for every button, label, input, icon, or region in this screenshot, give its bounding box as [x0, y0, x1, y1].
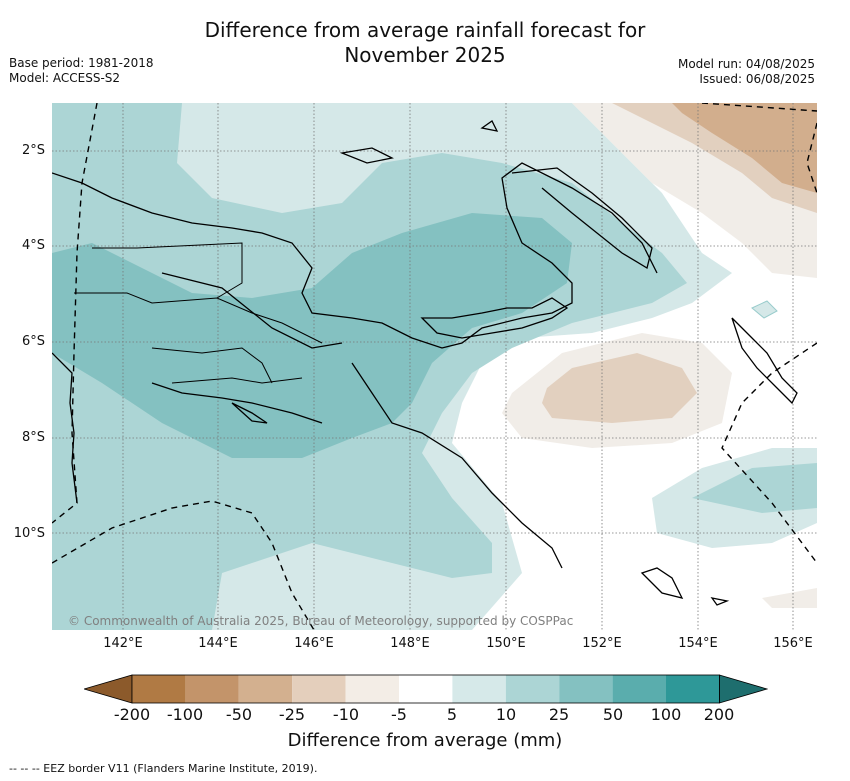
eez-border: [52, 103, 817, 630]
base-period: Base period: 1981-2018: [9, 56, 154, 70]
colorbar-frame: [131, 674, 720, 704]
lat-label-4s: 4°S: [21, 238, 45, 253]
model-run: Model run: 04/08/2025: [677, 57, 815, 71]
map-svg: [52, 103, 817, 630]
contour-dry-25: [542, 353, 697, 423]
colorbar-bin: [612, 675, 666, 703]
colorbar-tick: 200: [703, 705, 735, 724]
colorbar-tick: 50: [602, 705, 624, 724]
title-line-2: November 2025: [344, 43, 506, 67]
colorbar-bin: [292, 675, 346, 703]
contour-wet-25: [52, 213, 572, 458]
lon-label-142e: 142°E: [103, 636, 143, 651]
province-boundaries: [74, 242, 323, 384]
colorbar-bin: [185, 675, 239, 703]
lon-label-148e: 148°E: [390, 636, 430, 651]
lon-label-144e: 144°E: [198, 636, 238, 651]
contour-dry-ne-strong: [672, 103, 817, 193]
colorbar-tick: -200: [113, 705, 151, 724]
colorbar-bin: [452, 675, 506, 703]
contour-wet-small: [751, 300, 778, 319]
colorbar-tick: 100: [650, 705, 682, 724]
colorbar-tick: -50: [225, 705, 253, 724]
lat-label-8s: 8°S: [21, 430, 45, 445]
eez-legend-note: -- -- -- EEZ border V11 (Flanders Marine…: [9, 762, 318, 775]
copyright-notice: © Commonwealth of Australia 2025, Bureau…: [68, 614, 574, 628]
lon-label-146e: 146°E: [294, 636, 334, 651]
issued-date: Issued: 06/08/2025: [699, 72, 815, 86]
lon-label-152e: 152°E: [582, 636, 622, 651]
forecast-map: [52, 103, 817, 630]
colorbar-tick: -25: [278, 705, 306, 724]
title-line-1: Difference from average rainfall forecas…: [204, 18, 646, 42]
lat-label-6s: 6°S: [21, 334, 45, 349]
lat-label-2s: 2°S: [21, 143, 45, 158]
colorbar-tick: -100: [166, 705, 204, 724]
contour-dry-se: [762, 588, 817, 608]
coastlines: [52, 120, 798, 606]
colorbar-svg: [82, 674, 769, 704]
colorbar-bin: [505, 675, 560, 703]
lon-label-150e: 150°E: [486, 636, 526, 651]
chart-title: Difference from average rainfall forecas…: [0, 18, 850, 68]
contour-wet-se-10: [692, 463, 817, 513]
colorbar-bin: [559, 675, 613, 703]
colorbar-extend-low: [82, 674, 133, 704]
lon-label-156e: 156°E: [773, 636, 813, 651]
colorbar-title: Difference from average (mm): [287, 730, 563, 751]
colorbar-bin: [132, 675, 186, 703]
lat-label-10s: 10°S: [13, 526, 45, 541]
colorbar-tick: 10: [495, 705, 517, 724]
colorbar-tick: 25: [548, 705, 570, 724]
colorbar-bin: [345, 675, 399, 703]
colorbar-extend-high: [719, 674, 769, 704]
lon-label-154e: 154°E: [678, 636, 718, 651]
colorbar: [82, 673, 769, 709]
gridlines: [52, 103, 817, 630]
colorbar-tick: -10: [332, 705, 360, 724]
model-name: Model: ACCESS-S2: [9, 71, 121, 85]
issue-info: Model run: 04/08/2025 Issued: 06/08/2025: [678, 57, 815, 87]
colorbar-bin: [666, 675, 720, 703]
model-info: Base period: 1981-2018 Model: ACCESS-S2: [9, 56, 154, 86]
colorbar-bin: [238, 675, 293, 703]
colorbar-tick: -5: [391, 705, 407, 724]
colorbar-tick: 5: [446, 705, 458, 724]
colorbar-bin: [399, 675, 453, 703]
